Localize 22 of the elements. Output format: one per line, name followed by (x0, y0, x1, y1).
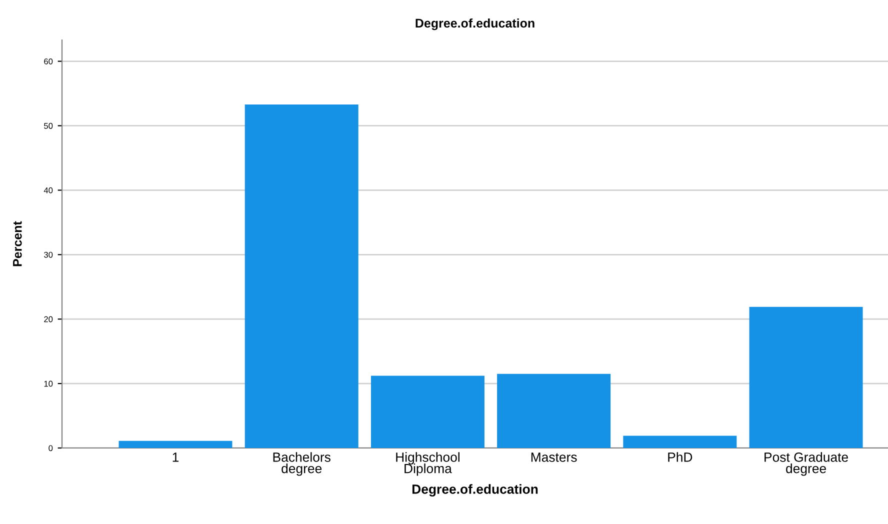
x-tick-label: Highschool Diploma (396, 452, 460, 476)
x-tick-label: 1 (172, 452, 179, 462)
chart-title: Degree.of.education (416, 18, 534, 30)
x-tick-label: Post Graduate degree (764, 452, 848, 476)
bar (118, 440, 232, 448)
x-axis-title: Degree.of.education (412, 484, 538, 496)
x-tick-label: Bachelors degree (273, 452, 330, 476)
y-tick-label: 50 (44, 122, 53, 129)
y-tick-label: 40 (44, 187, 53, 194)
x-tick-label: Masters (531, 452, 577, 462)
y-axis-title: Percent (13, 221, 22, 266)
x-tick-label: PhD (668, 452, 692, 462)
y-tick-label: 10 (44, 380, 53, 387)
bar (497, 374, 611, 448)
bar (370, 376, 484, 448)
bar (244, 104, 358, 448)
bar (749, 306, 863, 448)
bar (623, 436, 737, 448)
y-tick-label: 30 (44, 252, 53, 258)
y-tick-label: 60 (44, 58, 53, 64)
y-tick-label: 20 (44, 316, 53, 322)
y-tick-label: 0 (48, 445, 53, 452)
